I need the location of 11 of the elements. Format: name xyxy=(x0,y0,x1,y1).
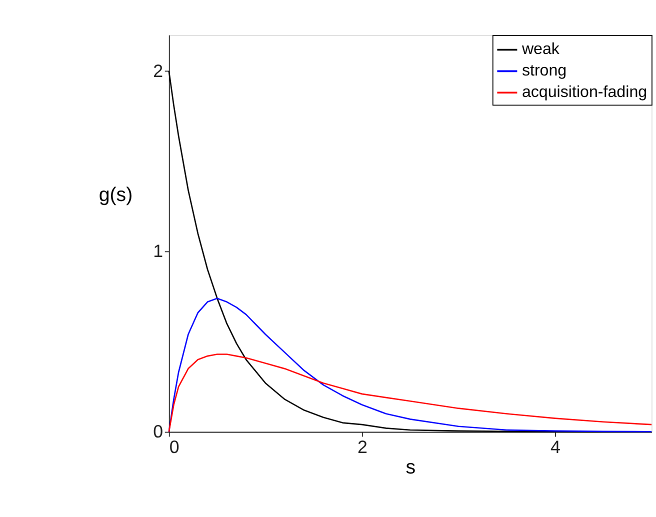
legend-label: strong xyxy=(522,62,567,80)
legend-label: acquisition-fading xyxy=(522,83,648,102)
y-axis-title: g(s) xyxy=(98,184,133,206)
y-tick-label: 0 xyxy=(153,422,164,442)
legend-label: weak xyxy=(520,40,560,58)
y-tick-label: 2 xyxy=(153,60,164,81)
x-axis-title: s xyxy=(406,456,416,478)
y-tick-label: 1 xyxy=(153,241,164,262)
x-tick-label: 4 xyxy=(550,436,560,457)
x-tick-label: 0 xyxy=(169,436,180,457)
x-tick-label: 2 xyxy=(357,436,368,457)
